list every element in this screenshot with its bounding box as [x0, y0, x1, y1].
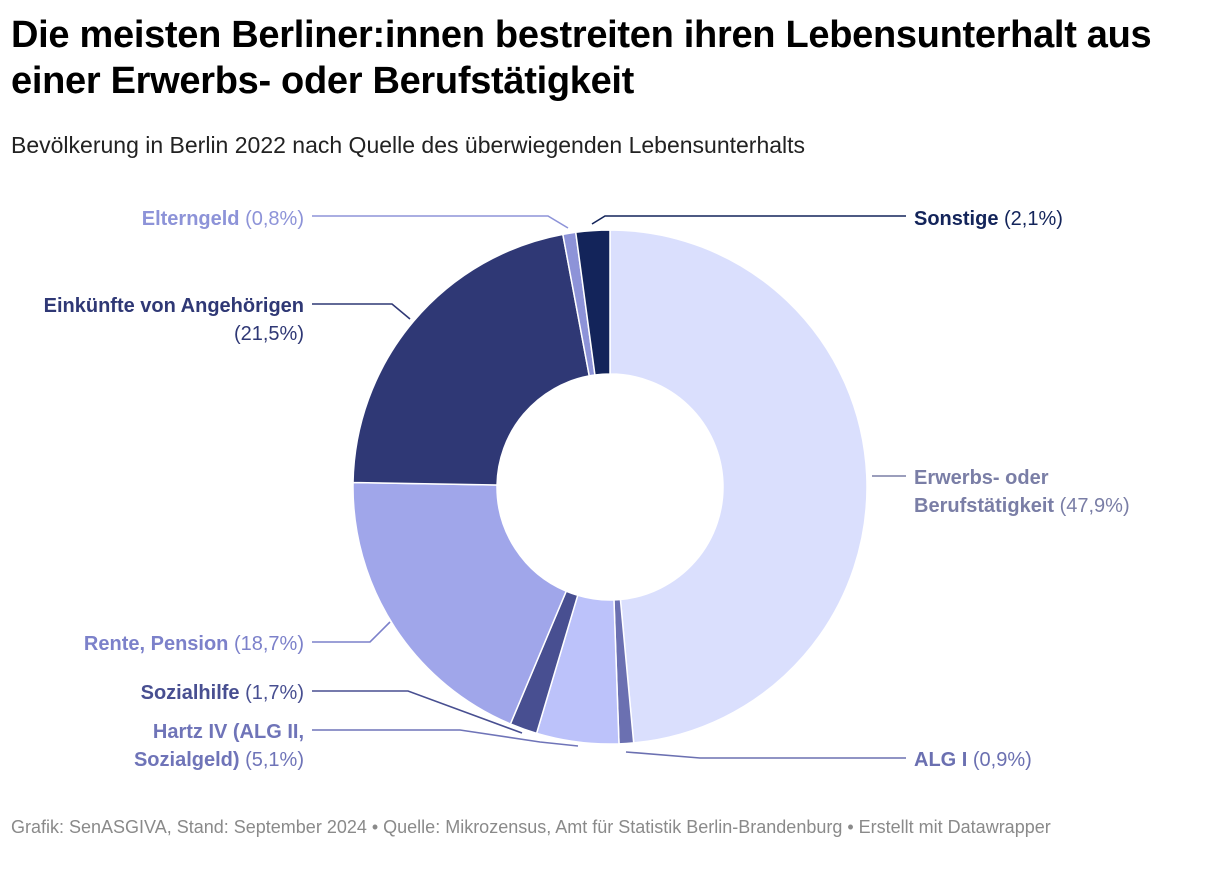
slice-label-value: (2,1%) [998, 208, 1062, 230]
slice-label: Einkünfte von Angehörigen (21,5%) [44, 295, 304, 345]
slice-label-value: (0,9%) [967, 749, 1031, 771]
slice-label-name: Elterngeld [142, 208, 240, 230]
slice-label-name: Berufstätigkeit [914, 495, 1054, 517]
slice-label: Hartz IV (ALG II, Sozialgeld) (5,1%) [134, 721, 304, 771]
slice-rente-pension [352, 481, 568, 725]
slice-label-name: Einkünfte von Angehörigen [44, 295, 304, 317]
slice-label-name: Sozialgeld) [134, 749, 240, 771]
slice-label-name: Hartz IV (ALG II, [153, 721, 304, 743]
slice-label-name: Sozialhilfe [141, 682, 240, 704]
slice-label: ALG I (0,9%) [914, 749, 1032, 771]
source-footer: Grafik: SenASGIVA, Stand: September 2024… [11, 817, 1051, 837]
slice-label: Sonstige (2,1%) [914, 208, 1063, 230]
leader-line [312, 215, 569, 229]
slice-erwerbs-oder-berufstätigkeit [609, 229, 868, 744]
slice-label: Sozialhilfe (1,7%) [141, 682, 304, 704]
slice-label-name: Sonstige [914, 208, 998, 230]
leader-line [591, 215, 906, 225]
slice-label-value: (1,7%) [240, 682, 304, 704]
slice-label-value: (5,1%) [240, 749, 304, 771]
slice-label-value: (21,5%) [234, 323, 304, 345]
leader-line [312, 729, 579, 747]
chart-subtitle: Bevölkerung in Berlin 2022 nach Quelle d… [11, 132, 806, 158]
slice-label-name: Erwerbs- oder [914, 467, 1049, 489]
slice-label-value: (47,9%) [1054, 495, 1130, 517]
slice-label: Elterngeld (0,8%) [142, 208, 304, 230]
slice-label-value: (18,7%) [228, 633, 304, 655]
leader-line [312, 621, 391, 643]
slice-label-value: (0,8%) [240, 208, 304, 230]
donut-slices [352, 229, 868, 745]
chart-title: Die meisten Berliner:innen bestreiten ih… [11, 14, 1152, 102]
leader-line [625, 751, 906, 759]
slice-labels: Erwerbs- oder Berufstätigkeit (47,9%) ALG … [44, 208, 1130, 771]
slice-label: Erwerbs- oder Berufstätigkeit (47,9%) [914, 467, 1130, 517]
leader-line [312, 690, 523, 734]
slice-label-name: ALG I [914, 749, 967, 771]
leader-line [312, 303, 411, 320]
leader-lines [312, 215, 906, 759]
slice-label: Rente, Pension (18,7%) [84, 633, 304, 655]
slice-label-name: Rente, Pension [84, 633, 228, 655]
slice-sonstige [574, 229, 611, 376]
slice-einkünfte-von-angehörigen [352, 233, 591, 486]
